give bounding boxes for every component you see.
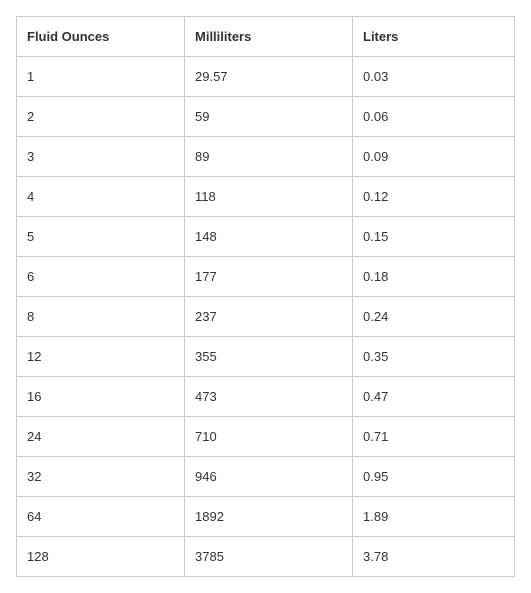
cell-fluid-ounces: 64 [17, 497, 185, 537]
cell-milliliters: 89 [185, 137, 353, 177]
cell-milliliters: 177 [185, 257, 353, 297]
col-header-milliliters: Milliliters [185, 17, 353, 57]
cell-fluid-ounces: 32 [17, 457, 185, 497]
cell-milliliters: 59 [185, 97, 353, 137]
cell-fluid-ounces: 8 [17, 297, 185, 337]
cell-liters: 0.71 [353, 417, 515, 457]
table-row: 1 29.57 0.03 [17, 57, 515, 97]
cell-milliliters: 710 [185, 417, 353, 457]
cell-liters: 0.12 [353, 177, 515, 217]
cell-liters: 1.89 [353, 497, 515, 537]
table-row: 12 355 0.35 [17, 337, 515, 377]
cell-fluid-ounces: 12 [17, 337, 185, 377]
conversion-table: Fluid Ounces Milliliters Liters 1 29.57 … [16, 16, 515, 577]
table-row: 5 148 0.15 [17, 217, 515, 257]
cell-fluid-ounces: 1 [17, 57, 185, 97]
table-header-row: Fluid Ounces Milliliters Liters [17, 17, 515, 57]
cell-milliliters: 148 [185, 217, 353, 257]
cell-fluid-ounces: 16 [17, 377, 185, 417]
cell-liters: 3.78 [353, 537, 515, 577]
cell-fluid-ounces: 4 [17, 177, 185, 217]
cell-milliliters: 29.57 [185, 57, 353, 97]
col-header-liters: Liters [353, 17, 515, 57]
cell-fluid-ounces: 2 [17, 97, 185, 137]
cell-liters: 0.09 [353, 137, 515, 177]
cell-liters: 0.35 [353, 337, 515, 377]
cell-liters: 0.06 [353, 97, 515, 137]
cell-liters: 0.15 [353, 217, 515, 257]
table-row: 16 473 0.47 [17, 377, 515, 417]
cell-liters: 0.47 [353, 377, 515, 417]
cell-milliliters: 355 [185, 337, 353, 377]
table-row: 24 710 0.71 [17, 417, 515, 457]
table-row: 4 118 0.12 [17, 177, 515, 217]
cell-liters: 0.24 [353, 297, 515, 337]
table-row: 64 1892 1.89 [17, 497, 515, 537]
cell-milliliters: 1892 [185, 497, 353, 537]
cell-fluid-ounces: 128 [17, 537, 185, 577]
table-row: 32 946 0.95 [17, 457, 515, 497]
cell-fluid-ounces: 24 [17, 417, 185, 457]
cell-liters: 0.18 [353, 257, 515, 297]
cell-fluid-ounces: 3 [17, 137, 185, 177]
table-row: 128 3785 3.78 [17, 537, 515, 577]
cell-liters: 0.95 [353, 457, 515, 497]
cell-milliliters: 118 [185, 177, 353, 217]
cell-milliliters: 237 [185, 297, 353, 337]
cell-milliliters: 3785 [185, 537, 353, 577]
table-row: 6 177 0.18 [17, 257, 515, 297]
cell-milliliters: 946 [185, 457, 353, 497]
cell-fluid-ounces: 6 [17, 257, 185, 297]
table-row: 3 89 0.09 [17, 137, 515, 177]
table-row: 2 59 0.06 [17, 97, 515, 137]
table-row: 8 237 0.24 [17, 297, 515, 337]
cell-milliliters: 473 [185, 377, 353, 417]
cell-liters: 0.03 [353, 57, 515, 97]
col-header-fluid-ounces: Fluid Ounces [17, 17, 185, 57]
cell-fluid-ounces: 5 [17, 217, 185, 257]
